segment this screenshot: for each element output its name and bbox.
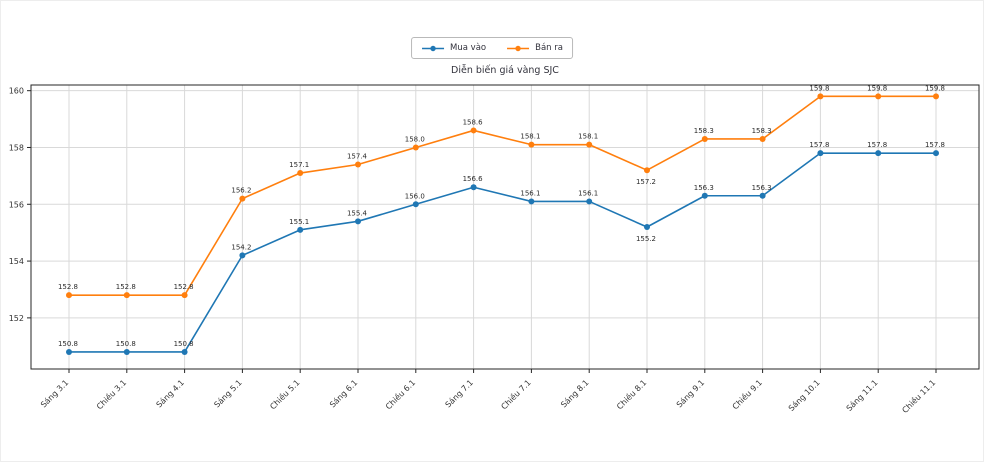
legend-item-1: Bán ra [506, 44, 563, 53]
data-point-label: 150.8 [116, 340, 136, 348]
data-point-label: 152.8 [174, 283, 194, 291]
legend-label: Bán ra [535, 42, 563, 53]
y-tick-label: 154 [9, 257, 24, 266]
data-point-label: 156.3 [752, 184, 772, 192]
x-tick-label: Sáng 3.1 [39, 378, 70, 409]
data-point-label: 159.8 [809, 84, 829, 92]
plot-frame [30, 84, 980, 370]
series-line [69, 152, 936, 353]
legend-label: Mua vào [450, 42, 487, 53]
data-point [528, 198, 535, 205]
data-point-label: 156.1 [520, 189, 540, 197]
data-point-label: 159.8 [925, 84, 945, 92]
x-tick-label: Sáng 9.1 [675, 378, 706, 409]
data-point [470, 184, 477, 191]
data-point [586, 141, 593, 148]
x-tick-label: Chiều 8.1 [614, 377, 648, 411]
data-point-label: 157.8 [809, 141, 829, 149]
x-tick-label: Sáng 7.1 [444, 378, 475, 409]
data-point [470, 127, 477, 134]
x-tick-label: Sáng 10.1 [787, 378, 822, 413]
data-point-label: 156.1 [578, 189, 598, 197]
data-point-label: 156.6 [463, 175, 484, 183]
data-point-label: 158.3 [694, 127, 714, 135]
data-point-label: 158.3 [752, 127, 772, 135]
data-point [297, 170, 304, 177]
data-point [759, 192, 766, 199]
data-point [759, 135, 766, 142]
data-point [875, 150, 882, 157]
data-point-label: 158.1 [520, 133, 540, 141]
data-point [644, 224, 650, 230]
data-point-label: 150.8 [58, 340, 78, 348]
data-point [817, 150, 824, 157]
data-point-label: 157.4 [347, 153, 368, 161]
data-point-label: 156.0 [405, 192, 425, 200]
data-point-label: 156.3 [694, 184, 714, 192]
data-point [239, 252, 246, 259]
x-tick-label: Sáng 8.1 [559, 378, 590, 409]
data-point-label: 158.1 [578, 133, 598, 141]
x-tick-label: Sáng 4.1 [155, 378, 186, 409]
legend: Mua vào Bán ra [411, 37, 573, 59]
data-point [239, 195, 246, 202]
legend-marker-icon [507, 45, 530, 51]
data-point-label: 157.2 [636, 178, 656, 186]
y-tick-label: 158 [9, 143, 24, 152]
data-point-label: 158.6 [463, 118, 484, 126]
x-tick-label: Chiều 11.1 [900, 377, 938, 415]
x-tick-label: Sáng 5.1 [212, 378, 243, 409]
chart-title: Diễn biến giá vàng SJC [451, 65, 559, 76]
data-point [123, 348, 130, 355]
data-point [355, 218, 361, 225]
data-point-label: 157.8 [867, 141, 887, 149]
x-tick-label: Chiều 7.1 [499, 377, 533, 411]
data-point-label: 156.2 [231, 187, 251, 195]
data-point [297, 226, 304, 233]
data-point [412, 201, 419, 208]
data-point-label: 158.0 [405, 135, 425, 143]
data-point [66, 348, 72, 355]
data-point [123, 292, 130, 299]
data-point [66, 292, 72, 299]
data-point [875, 93, 882, 100]
data-point [701, 135, 708, 142]
data-point-label: 157.1 [289, 161, 309, 169]
x-tick-label: Chiều 9.1 [730, 377, 764, 411]
data-point [933, 150, 939, 157]
legend-marker-icon [422, 45, 445, 51]
x-tick-label: Chiều 5.1 [268, 377, 302, 411]
data-point-label: 152.8 [58, 283, 78, 291]
y-tick-label: 160 [9, 87, 24, 96]
data-point [528, 141, 535, 148]
y-tick-label: 152 [9, 314, 24, 323]
data-point [412, 144, 419, 151]
data-point [181, 292, 188, 299]
x-tick-label: Sáng 6.1 [328, 378, 359, 409]
data-point [933, 93, 939, 100]
legend-item-0: Mua vào [421, 44, 486, 53]
x-tick-label: Chiều 6.1 [383, 377, 417, 411]
data-point [586, 198, 593, 205]
data-point-label: 150.8 [174, 340, 194, 348]
data-point [181, 348, 188, 355]
data-point-label: 155.1 [289, 218, 309, 226]
data-point-label: 152.8 [116, 283, 136, 291]
data-point-label: 154.2 [231, 243, 251, 251]
x-tick-label: Sáng 11.1 [845, 378, 880, 413]
data-point-label: 155.4 [347, 209, 368, 217]
data-point [355, 161, 361, 168]
data-point-label: 157.8 [925, 141, 945, 149]
y-tick-label: 156 [9, 200, 24, 209]
data-point-label: 155.2 [636, 235, 656, 243]
series-line [69, 95, 936, 296]
data-point [817, 93, 824, 100]
data-point-label: 159.8 [867, 84, 887, 92]
x-tick-label: Chiều 3.1 [94, 377, 128, 411]
data-point [701, 192, 708, 199]
data-point [644, 167, 650, 174]
